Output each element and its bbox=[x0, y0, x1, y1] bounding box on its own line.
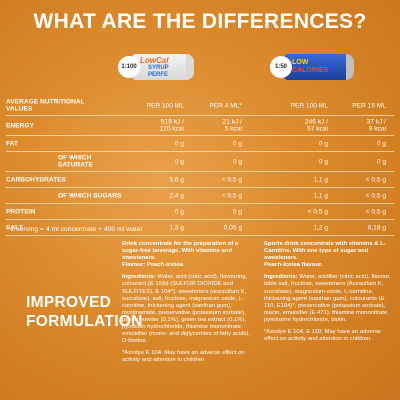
cell-per100-b: 0 g bbox=[318, 139, 328, 147]
bottle-subbrand: SYRUP PERFE bbox=[148, 64, 169, 78]
cell-per100-b: 1,1 g bbox=[313, 191, 328, 199]
row-label: FAT bbox=[6, 139, 18, 147]
left-ingredients: Ingredients: Water, acid (citric acid), … bbox=[122, 274, 254, 345]
cell-serving-a: 0,05 g bbox=[223, 223, 242, 231]
page-title: WHAT ARE THE DIFFERENCES? bbox=[33, 10, 367, 33]
table-header: AVERAGE NUTRITIONAL VALUES PER 100 ML PE… bbox=[6, 96, 394, 116]
row-label: SALT bbox=[6, 223, 23, 231]
serving-note: * 1 serving = 4 ml concentrate + 400 ml … bbox=[6, 226, 143, 233]
bottle-image: LOW CALORIES bbox=[284, 54, 354, 80]
cell-serving-a: 21 kJ / 5 kcal bbox=[222, 118, 242, 133]
cell-serving-b: < 0,5 g bbox=[365, 207, 386, 215]
right-product-description: Sports drink concentrate with vitamins &… bbox=[264, 241, 396, 348]
cell-per100-a: 518 kJ / 120 kcal bbox=[159, 118, 184, 133]
header-label: AVERAGE NUTRITIONAL VALUES bbox=[6, 98, 85, 113]
table-row: OF WHICH SUGARS 2,4 g < 0,5 g 1,1 g < 0,5 g bbox=[6, 188, 394, 204]
cell-per100-a: 0 g bbox=[174, 139, 184, 147]
ingredients-heading: Ingredients: bbox=[122, 274, 156, 281]
row-label: CARBOHYDRATES bbox=[6, 175, 66, 183]
cell-serving-a: 0 g bbox=[232, 207, 242, 215]
cell-serving-b: 0,18 g bbox=[367, 223, 386, 231]
header-c4: PER 15 ML bbox=[352, 101, 386, 109]
bottle-brand: LowCal bbox=[140, 55, 169, 65]
header-c2: PER 4 ML* bbox=[209, 101, 242, 109]
cell-serving-b: 37 kJ / 9 kcal bbox=[366, 118, 386, 133]
bottle-cap bbox=[186, 54, 194, 80]
bottle-image: LowCal SYRUP PERFE bbox=[132, 54, 194, 80]
cell-per100-a: 5,6 g bbox=[169, 175, 184, 183]
table-row: OF WHICH SATURATE 0 g 0 g 0 g 0 g bbox=[6, 152, 394, 172]
row-label: OF WHICH SUGARS bbox=[58, 191, 122, 199]
improved-formulation-label: IMPROVED FORMULATION bbox=[26, 294, 143, 330]
ratio-badge: 1:100 bbox=[118, 56, 140, 78]
header-c1: PER 100 ML bbox=[146, 101, 184, 109]
cell-per100-b: 246 kJ / 57 kcal bbox=[304, 118, 328, 133]
cell-per100-b: 1,2 g bbox=[313, 223, 328, 231]
cell-serving-b: < 0,5 g bbox=[365, 191, 386, 199]
cell-serving-a: < 0,5 g bbox=[221, 191, 242, 199]
cell-per100-a: 0 g bbox=[174, 157, 184, 165]
cell-per100-b: < 0,5 g bbox=[307, 207, 328, 215]
ingredients-text: Water, acid (citric acid), flavouring, c… bbox=[122, 274, 251, 345]
bottle-brand: LOW bbox=[292, 59, 309, 66]
cell-serving-b: 0 g bbox=[376, 157, 386, 165]
cell-serving-a: < 0,5 g bbox=[221, 175, 242, 183]
right-azodye-note: *Azodye E 104, E 110: May have an advers… bbox=[264, 329, 381, 343]
header-c3: PER 100 ML bbox=[290, 101, 328, 109]
row-label: ENERGY bbox=[6, 121, 34, 129]
row-label: OF WHICH SATURATE bbox=[58, 154, 93, 169]
cell-per100-a: 0 g bbox=[174, 207, 184, 215]
ingredients-text: Water, acidifier (citric acid), flavour,… bbox=[264, 274, 391, 323]
cell-serving-b: 0 g bbox=[376, 139, 386, 147]
bottle-cap bbox=[346, 54, 354, 80]
table-row: SALT 1,3 g 0,05 g 1,2 g 0,18 g bbox=[6, 220, 394, 236]
cell-serving-a: 0 g bbox=[232, 157, 242, 165]
left-product-description: Drink concentrate for the preparation of… bbox=[122, 241, 254, 370]
cell-per100-a: 2,4 g bbox=[169, 191, 184, 199]
left-intro: Drink concentrate for the preparation of… bbox=[122, 241, 239, 269]
row-label: PROTEIN bbox=[6, 207, 36, 215]
table-row: ENERGY 518 kJ / 120 kcal 21 kJ / 5 kcal 246… bbox=[6, 116, 394, 136]
table-row: FAT 0 g 0 g 0 g 0 g bbox=[6, 136, 394, 152]
ratio-badge: 1:50 bbox=[270, 56, 292, 78]
cell-per100-b: 1,1 g bbox=[313, 175, 328, 183]
right-ingredients: Ingredients: Water, acidifier (citric ac… bbox=[264, 274, 396, 324]
nutrition-table: AVERAGE NUTRITIONAL VALUES PER 100 ML PE… bbox=[6, 96, 394, 236]
table-row: CARBOHYDRATES 5,6 g < 0,5 g 1,1 g < 0,5 g bbox=[6, 172, 394, 188]
bottle-subbrand: CALORIES bbox=[292, 67, 329, 74]
left-azodye-note: *Azodye E 104: May have an adverse effec… bbox=[122, 350, 245, 364]
cell-per100-b: 0 g bbox=[318, 157, 328, 165]
right-intro: Sports drink concentrate with vitamins &… bbox=[264, 241, 386, 269]
cell-serving-b: < 0,5 g bbox=[365, 175, 386, 183]
table-row: PROTEIN 0 g 0 g < 0,5 g < 0,5 g bbox=[6, 204, 394, 220]
cell-per100-a: 1,3 g bbox=[169, 223, 184, 231]
cell-serving-a: 0 g bbox=[232, 139, 242, 147]
ingredients-heading: Ingredients: bbox=[264, 274, 298, 281]
